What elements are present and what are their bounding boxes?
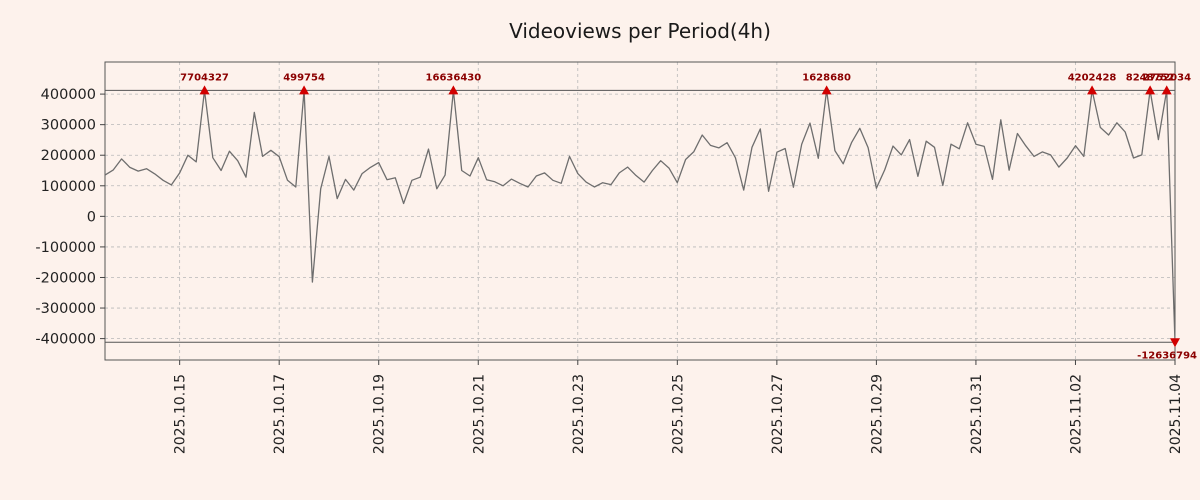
peak-marker-up [1161, 85, 1172, 95]
x-tick-label: 2025.11.04 [1168, 374, 1184, 454]
y-tick-label: 100000 [41, 179, 96, 195]
peak-marker-up [1087, 85, 1098, 95]
peak-annotation: 4202428 [1068, 72, 1117, 83]
peak-annotation: 2752034 [1142, 72, 1191, 83]
x-tick-label: 2025.11.02 [1068, 374, 1084, 454]
trough-annotation: -12636794 [1137, 350, 1197, 361]
chart-title: Videoviews per Period(4h) [509, 19, 771, 43]
peak-annotation: 1628680 [802, 72, 851, 83]
x-tick-label: 2025.10.31 [969, 374, 985, 454]
x-tick-label: 2025.10.23 [571, 374, 587, 454]
peak-marker-up [448, 85, 459, 95]
x-tick-label: 2025.10.29 [869, 374, 885, 454]
peak-annotation: 7704327 [180, 72, 229, 83]
peak-marker-down [1170, 338, 1180, 348]
y-tick-label: -400000 [35, 332, 96, 348]
peak-marker-up [299, 85, 310, 95]
plot-area: 400000 300000 200000 100000 0 -100000 -200000 -… [35, 61, 1197, 454]
peak-marker-up [821, 85, 832, 95]
x-tick-label: 2025.10.15 [173, 374, 189, 454]
y-tick-label: 300000 [41, 118, 96, 134]
y-tick-label: 400000 [41, 87, 96, 103]
x-tick-label: 2025.10.25 [670, 374, 686, 454]
y-tick-label: -200000 [35, 270, 96, 286]
x-tick-label: 2025.10.17 [272, 374, 288, 454]
y-tick-label: 0 [87, 209, 96, 225]
x-tick-label: 2025.10.21 [471, 374, 487, 454]
y-tick-label: 200000 [41, 148, 96, 164]
x-tick-label: 2025.10.19 [372, 374, 388, 454]
series-line [104, 89, 1176, 343]
peak-annotation: 16636430 [426, 72, 482, 83]
x-tick-label: 2025.10.27 [770, 374, 786, 454]
y-tick-label: -300000 [35, 301, 96, 317]
plot-frame [104, 61, 1176, 361]
peak-annotation: 499754 [283, 72, 325, 83]
y-tick-label: -100000 [35, 240, 96, 256]
peak-annotation: 8248752 [1126, 72, 1175, 83]
peak-marker-up [199, 85, 210, 95]
peak-marker-up [1145, 85, 1156, 95]
